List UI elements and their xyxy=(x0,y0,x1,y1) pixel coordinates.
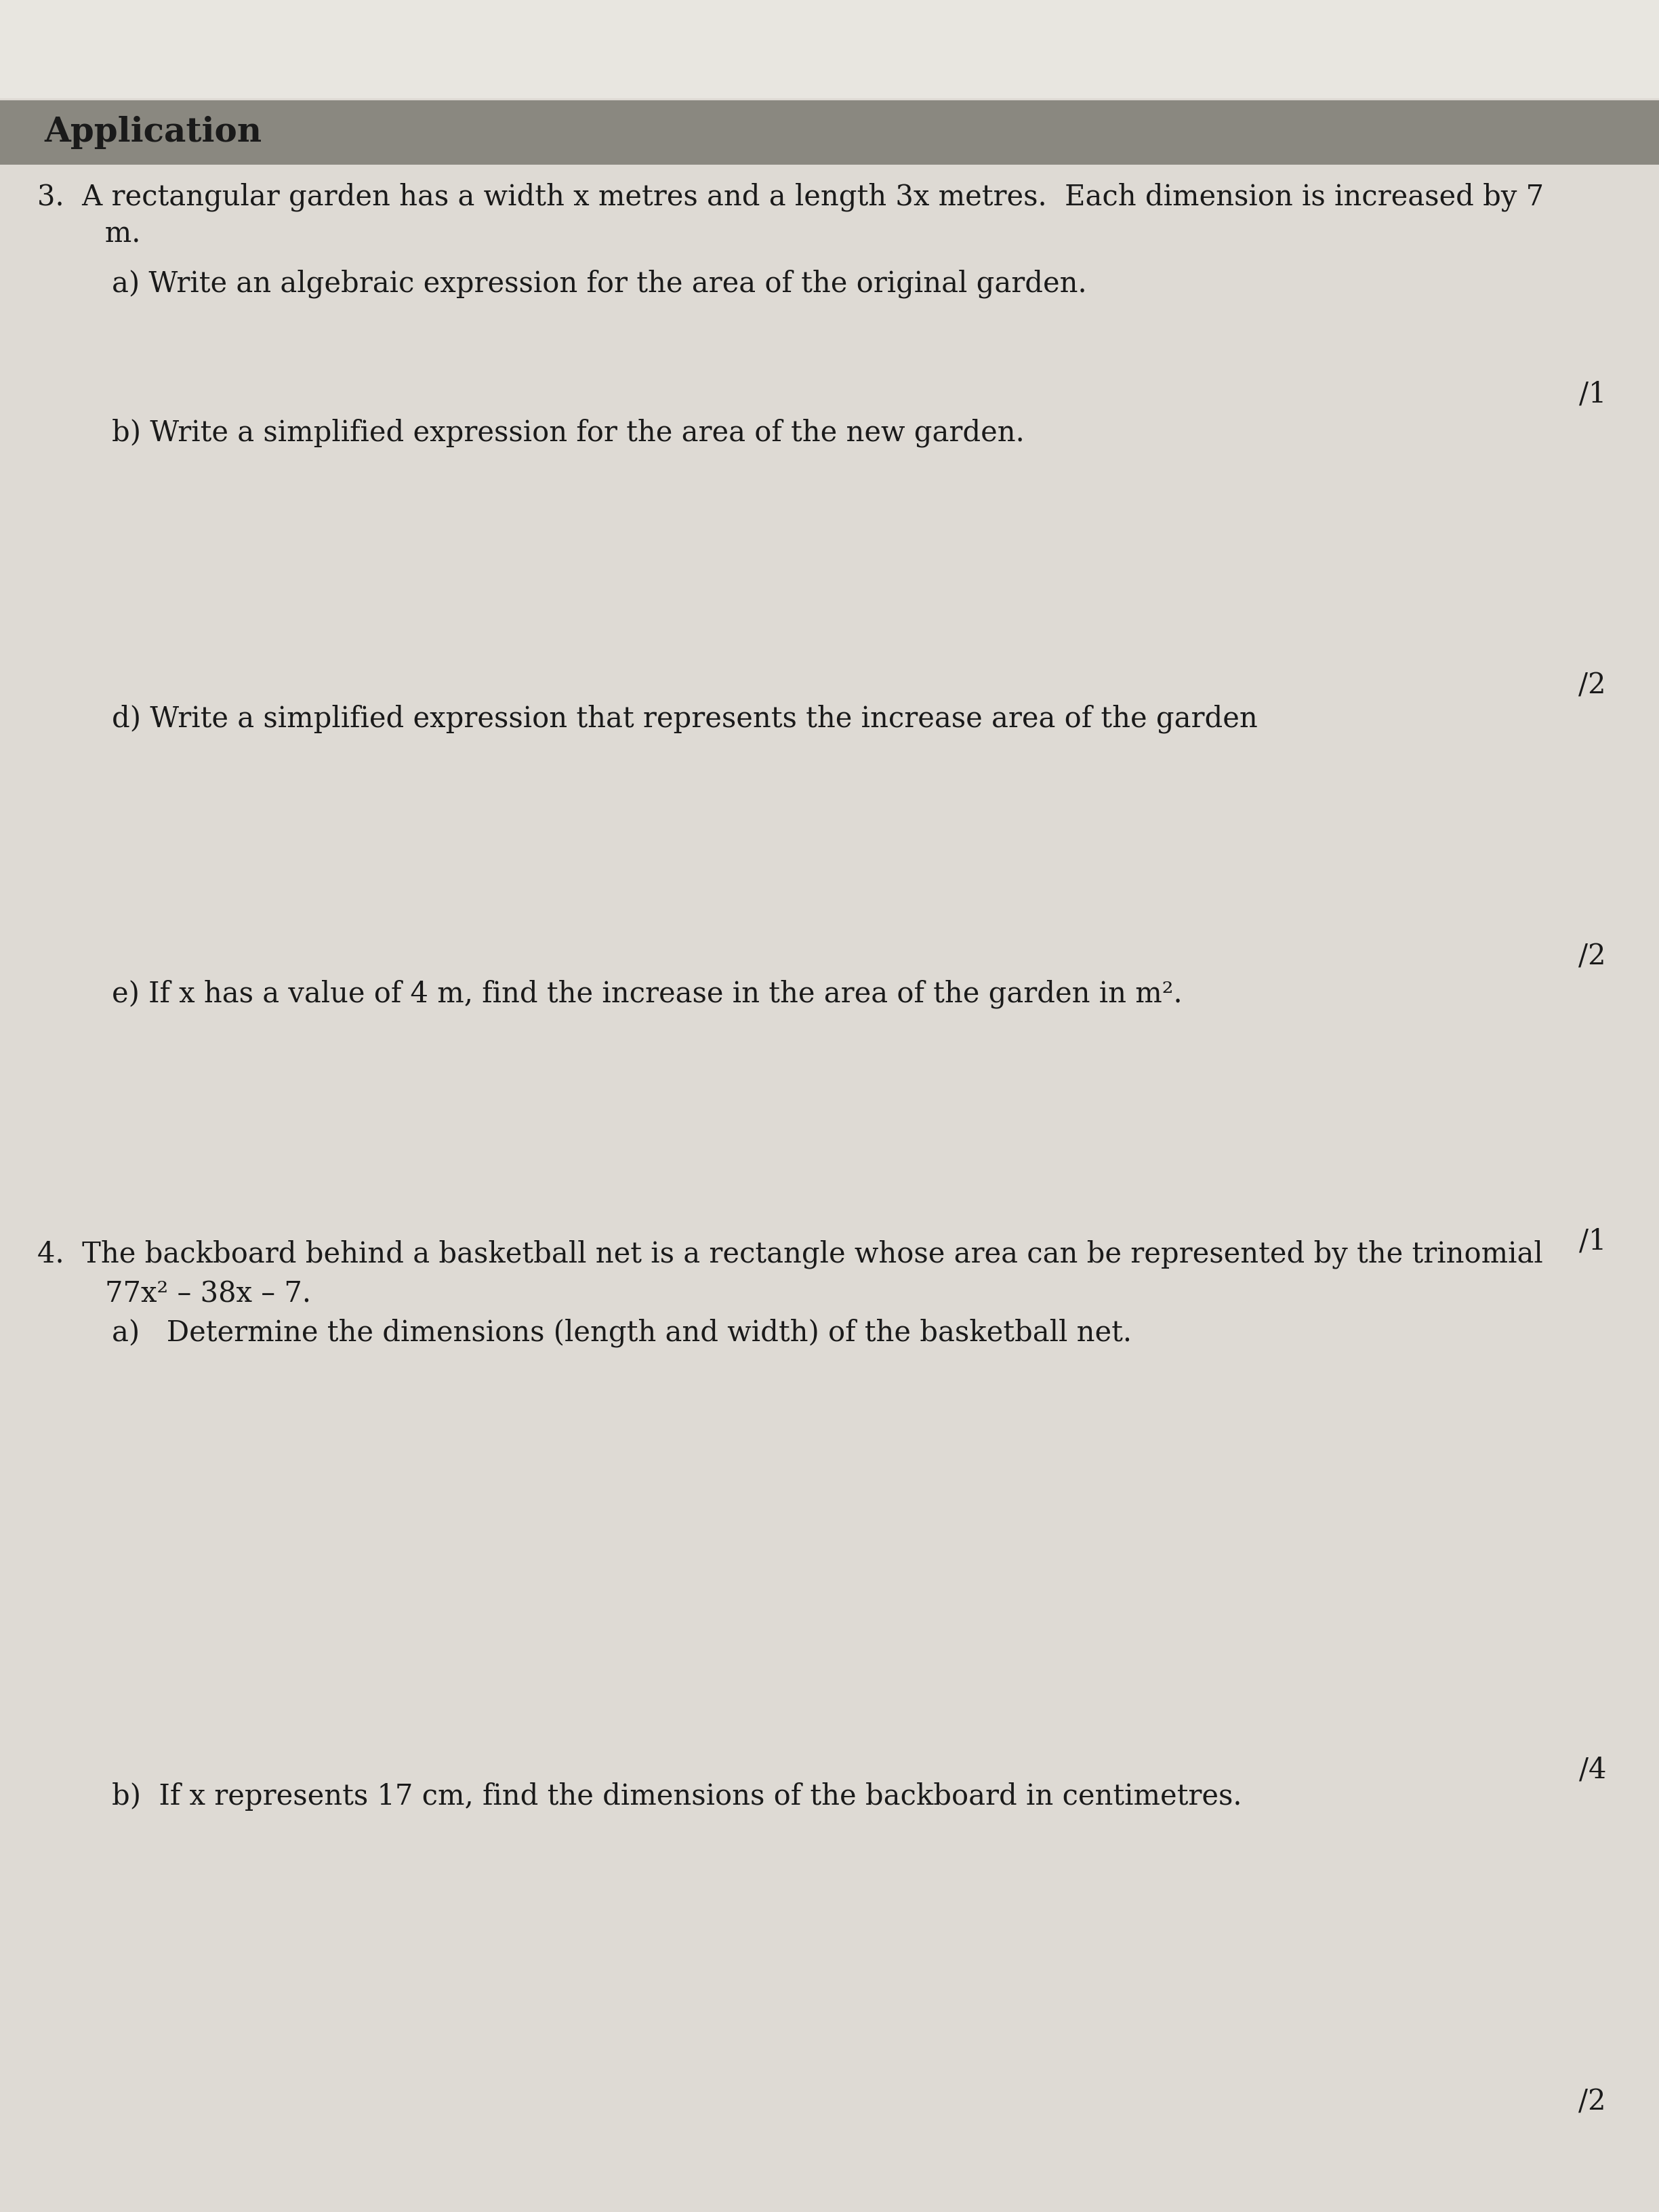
Text: /2: /2 xyxy=(1579,942,1606,971)
FancyBboxPatch shape xyxy=(0,0,1659,97)
FancyBboxPatch shape xyxy=(0,100,1659,164)
Text: /2: /2 xyxy=(1579,2088,1606,2115)
Text: a)   Determine the dimensions (length and width) of the basketball net.: a) Determine the dimensions (length and … xyxy=(111,1318,1131,1347)
Text: /1: /1 xyxy=(1579,1228,1606,1254)
Text: /4: /4 xyxy=(1579,1756,1606,1783)
Text: b) Write a simplified expression for the area of the new garden.: b) Write a simplified expression for the… xyxy=(111,418,1025,447)
Text: d) Write a simplified expression that represents the increase area of the garden: d) Write a simplified expression that re… xyxy=(111,706,1258,734)
Text: /2: /2 xyxy=(1579,670,1606,699)
Text: Application: Application xyxy=(45,115,262,148)
Text: /1: /1 xyxy=(1579,380,1606,407)
Text: 77x² – 38x – 7.: 77x² – 38x – 7. xyxy=(105,1279,312,1307)
Text: b)  If x represents 17 cm, find the dimensions of the backboard in centimetres.: b) If x represents 17 cm, find the dimen… xyxy=(111,1783,1243,1812)
Text: 4.  The backboard behind a basketball net is a rectangle whose area can be repre: 4. The backboard behind a basketball net… xyxy=(36,1241,1543,1270)
Text: e) If x has a value of 4 m, find the increase in the area of the garden in m².: e) If x has a value of 4 m, find the inc… xyxy=(111,980,1183,1009)
Text: a) Write an algebraic expression for the area of the original garden.: a) Write an algebraic expression for the… xyxy=(111,270,1087,299)
Text: 3.  A rectangular garden has a width x metres and a length 3x metres.  Each dime: 3. A rectangular garden has a width x me… xyxy=(36,184,1545,212)
Text: m.: m. xyxy=(78,221,141,248)
